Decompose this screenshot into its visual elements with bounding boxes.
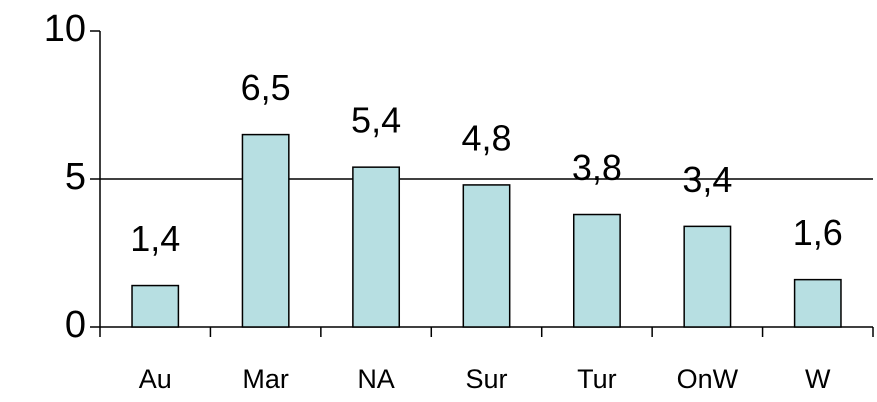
bar — [462, 184, 511, 328]
value-label: 3,8 — [572, 147, 622, 188]
value-label: 1,6 — [793, 212, 843, 253]
y-tick-label: 10 — [44, 8, 86, 50]
x-tick-label: Au — [139, 364, 172, 394]
value-label: 3,4 — [682, 159, 732, 200]
x-tick-label: Sur — [465, 364, 507, 394]
x-tick-label: W — [805, 364, 831, 394]
y-tick-label: 0 — [65, 304, 86, 346]
y-tick-label: 5 — [65, 156, 86, 198]
bar — [683, 225, 732, 328]
x-tick-label: Tur — [577, 364, 617, 394]
bar — [793, 278, 842, 328]
x-tick-label: NA — [357, 364, 395, 394]
value-label: 5,4 — [351, 100, 401, 141]
bar — [572, 213, 621, 328]
value-label: 6,5 — [241, 67, 291, 108]
value-label: 4,8 — [461, 117, 511, 158]
value-label: 1,4 — [130, 218, 180, 259]
bar — [241, 133, 290, 328]
bar — [352, 166, 401, 328]
x-tick-label: Mar — [242, 364, 289, 394]
x-tick-label: OnW — [677, 364, 739, 394]
bar — [131, 284, 180, 328]
